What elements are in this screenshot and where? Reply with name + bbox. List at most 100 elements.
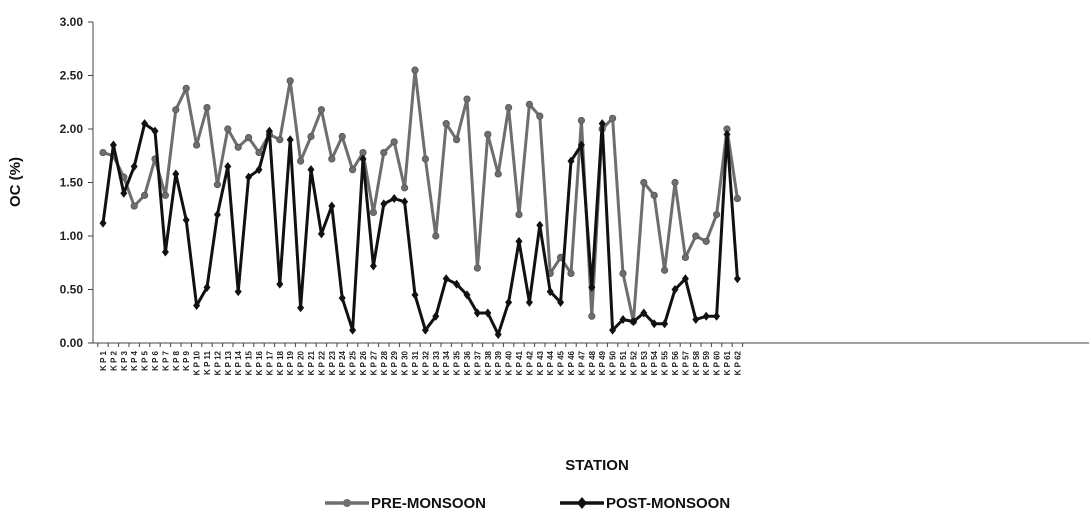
- data-point: [484, 130, 492, 138]
- data-point: [296, 157, 305, 165]
- data-point: [161, 247, 169, 257]
- data-point: [463, 290, 471, 300]
- data-point: [213, 210, 221, 220]
- data-point: [567, 156, 575, 166]
- x-tick-label: K P 54: [650, 350, 659, 375]
- legend-marker: [343, 499, 351, 507]
- data-point: [203, 282, 211, 292]
- x-tick-label: K P 33: [432, 350, 441, 375]
- data-point: [640, 178, 648, 187]
- x-tick-label: K P 26: [359, 350, 368, 375]
- data-point: [619, 314, 627, 324]
- x-tick-label: K P 21: [307, 350, 316, 375]
- data-point: [619, 269, 627, 278]
- data-point: [349, 325, 357, 335]
- data-point: [702, 237, 710, 245]
- series-pre-monsoon: [99, 66, 742, 326]
- data-point: [255, 148, 263, 157]
- x-tick-label: K P 35: [453, 350, 462, 375]
- legend: PRE-MONSOON POST-MONSOON: [325, 495, 730, 512]
- data-point: [525, 297, 533, 307]
- data-point: [99, 148, 107, 157]
- data-point: [120, 188, 128, 198]
- data-point: [193, 141, 201, 149]
- data-point: [151, 126, 159, 136]
- data-point: [650, 319, 658, 329]
- x-tick-label: K P 52: [629, 350, 638, 375]
- data-point: [369, 261, 377, 271]
- data-point: [203, 104, 211, 112]
- legend-item: PRE-MONSOON: [325, 495, 486, 512]
- data-point: [141, 119, 149, 129]
- data-point: [380, 199, 388, 209]
- x-tick-label: K P 5: [141, 350, 150, 370]
- x-tick-label: K P 42: [525, 350, 534, 375]
- legend-item: POST-MONSOON: [560, 495, 730, 512]
- data-point: [536, 112, 544, 120]
- x-tick-label: K P 53: [640, 350, 649, 375]
- data-point: [681, 274, 689, 284]
- data-point: [224, 161, 232, 171]
- series-line: [102, 68, 739, 324]
- data-point: [671, 285, 679, 294]
- data-point: [276, 136, 284, 144]
- x-tick-label: K P 12: [213, 350, 222, 375]
- data-point: [494, 170, 502, 178]
- data-point: [400, 184, 409, 192]
- x-tick-label: K P 56: [671, 350, 680, 375]
- data-point: [588, 312, 596, 320]
- y-tick-label: 2.00: [60, 122, 84, 136]
- data-point: [245, 172, 253, 182]
- data-point: [546, 287, 554, 297]
- legend-marker: [577, 497, 587, 509]
- data-point: [432, 232, 440, 240]
- data-point: [255, 165, 263, 175]
- data-point: [692, 232, 700, 240]
- x-tick-label: K P 57: [681, 350, 690, 375]
- x-tick-label: K P 13: [224, 350, 233, 375]
- data-point: [661, 319, 669, 329]
- x-tick-label: K P 10: [193, 350, 202, 375]
- data-point: [182, 84, 190, 92]
- x-tick-label: K P 24: [338, 350, 347, 375]
- series-post-monsoon: [99, 119, 741, 339]
- data-point: [348, 166, 357, 174]
- x-tick-label: K P 4: [130, 350, 139, 370]
- data-point: [401, 197, 409, 207]
- data-point: [390, 138, 398, 146]
- data-point: [141, 191, 149, 199]
- data-point: [473, 308, 481, 318]
- data-point: [608, 114, 617, 122]
- x-tick-label: K P 27: [369, 350, 378, 375]
- x-tick-label: K P 22: [317, 350, 326, 375]
- data-point: [577, 116, 586, 125]
- x-tick-label: K P 46: [567, 350, 576, 375]
- x-tick-label: K P 44: [546, 350, 555, 375]
- x-tick-label: K P 7: [161, 350, 170, 370]
- data-point: [369, 208, 377, 217]
- data-point: [172, 106, 180, 114]
- x-tick-label: K P 17: [265, 350, 274, 375]
- data-point: [297, 303, 305, 313]
- data-point: [567, 269, 575, 278]
- x-tick-label: K P 18: [276, 350, 285, 375]
- x-tick-label: K P 34: [442, 350, 451, 375]
- data-point: [172, 169, 180, 179]
- data-point: [671, 178, 679, 187]
- data-point: [265, 126, 273, 136]
- x-tick-label: K P 15: [245, 350, 254, 375]
- data-point: [525, 100, 534, 108]
- x-tick-label: K P 62: [733, 350, 742, 375]
- x-tick-label: K P 39: [494, 350, 503, 375]
- data-point: [307, 132, 315, 141]
- data-point: [557, 297, 565, 307]
- x-tick-label: K P 11: [203, 350, 212, 374]
- data-point: [317, 106, 325, 114]
- x-tick-label: K P 50: [609, 350, 618, 375]
- x-tick-label: K P 23: [328, 350, 337, 375]
- data-point: [515, 211, 523, 219]
- y-tick-label: 3.00: [60, 15, 84, 29]
- data-point: [504, 104, 513, 112]
- x-tick-label: K P 8: [172, 350, 181, 370]
- data-point: [442, 274, 450, 284]
